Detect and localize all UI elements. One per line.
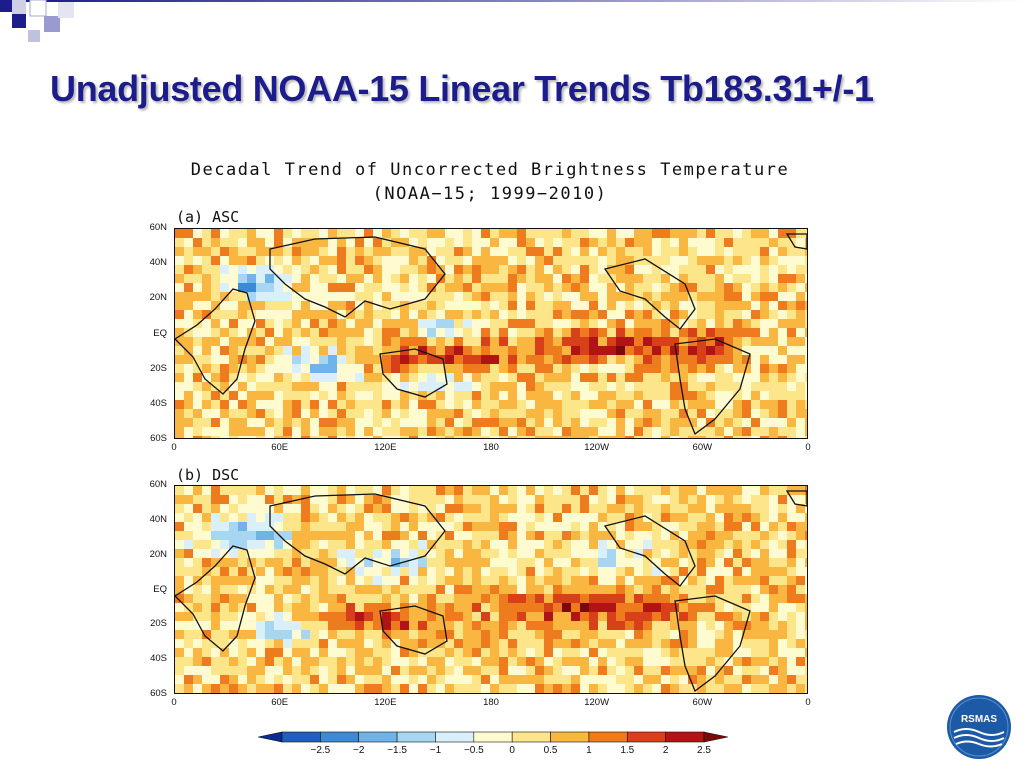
lat-tick-label: 60S [150,688,167,699]
lon-tick-label: 180 [483,697,499,708]
colorbar-segment [511,731,551,743]
lat-tick-label: EQ [153,583,167,595]
colorbar-segment [358,731,398,743]
colorbar-tick-label: −0.5 [464,745,484,756]
lon-tick-label: 0 [805,442,811,453]
lon-tick-label: 0 [171,697,177,708]
lat-tick-label: 60N [149,479,167,490]
colorbar-segment [320,731,360,743]
colorbar-tick-label: 1.5 [620,745,634,756]
lat-tick-label: 40N [149,257,167,269]
panel-b-map [174,485,808,694]
lon-tick-label: 120W [584,442,610,453]
lon-tick-label: 180 [483,442,499,453]
colorbar-tick-label: −1 [430,745,442,756]
lon-tick-label: 60W [692,442,713,453]
lat-tick-label: 20S [150,618,167,630]
lon-tick-label: 60E [271,442,289,453]
colorbar-tick-label: −1.5 [387,745,407,756]
colorbar-segment [626,731,666,743]
slide-title: Unadjusted NOAA-15 Linear Trends Tb183.3… [50,68,874,109]
colorbar-tick-label: 0 [509,745,515,756]
panel-a-map [174,228,808,439]
colorbar-tick-label: 1 [586,745,592,756]
figure-title-line2: (NOAA−15; 1999−2010) [372,184,608,204]
colorbar-tick-label: −2 [353,745,365,756]
lon-tick-label: 60W [692,697,713,708]
colorbar-tick-label: 0.5 [544,745,558,756]
colorbar-tick-label: −2.5 [310,745,330,756]
lon-tick-label: 120W [584,697,610,708]
lon-tick-label: 120E [374,442,397,453]
lat-tick-label: 40S [150,397,167,409]
lon-tick-label: 60E [271,697,289,708]
colorbar-tick-label: 2 [663,745,669,756]
colorbar-segment [550,731,590,743]
lat-tick-label: EQ [153,327,167,339]
lat-tick-label: 40S [150,653,167,665]
map-field [175,229,807,438]
colorbar-segment [665,731,705,743]
colorbar-tick-label: 2.5 [697,745,711,756]
colorbar-segment [396,731,436,743]
panel-a-label: (a) ASC [176,208,240,226]
figure-title-line1: Decadal Trend of Uncorrected Brightness … [190,160,790,180]
map-field [175,486,807,693]
lat-tick-label: 60S [150,433,167,444]
lon-tick-label: 120E [374,697,397,708]
lat-tick-label: 20S [150,362,167,374]
logo-text: RSMAS [961,714,997,725]
lat-tick-label: 60N [149,222,167,233]
lon-tick-label: 0 [171,442,177,453]
colorbar-min-arrow [258,731,283,743]
lat-tick-label: 20N [149,292,167,304]
rsmas-logo: RSMAS [947,695,1011,759]
lat-tick-label: 20N [149,548,167,560]
panel-b-label: (b) DSC [176,466,240,484]
lon-tick-label: 0 [805,697,811,708]
colorbar-segment [473,731,513,743]
colorbar-segment [588,731,628,743]
colorbar-max-arrow [703,731,728,743]
lat-tick-label: 40N [149,513,167,525]
colorbar-segment [281,731,321,743]
colorbar-segment [435,731,475,743]
colorbar: −2.5 −2 −1.5 −1 −0.5 0 0.5 1 1.5 2 2.5 [258,731,728,756]
